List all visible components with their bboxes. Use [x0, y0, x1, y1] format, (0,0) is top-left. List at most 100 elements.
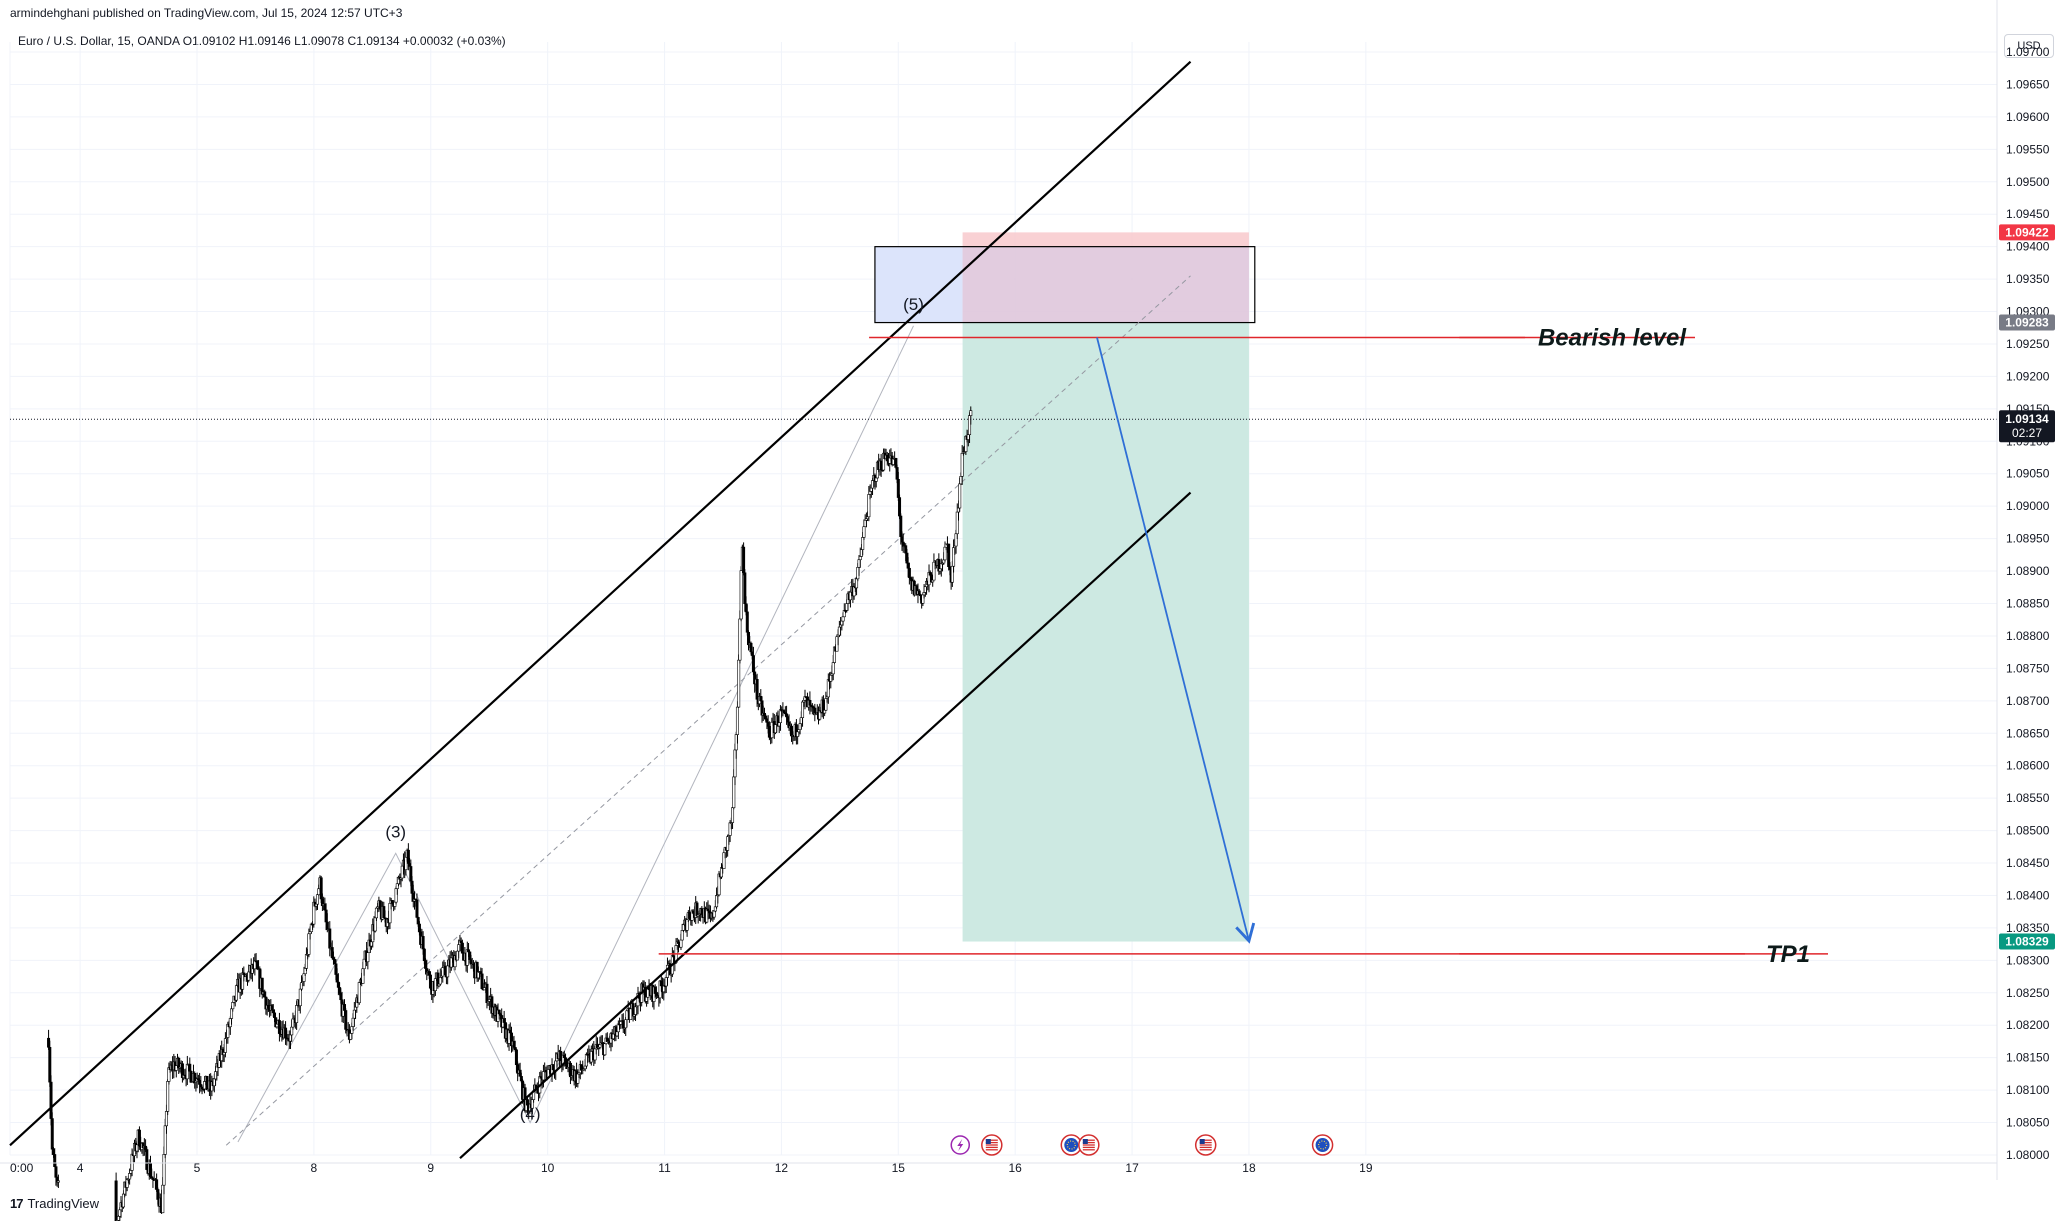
- candle-body: [446, 965, 450, 978]
- price-tag-label: 1.09283: [2005, 316, 2049, 330]
- eu-flag-disc: [1315, 1138, 1330, 1152]
- y-tick-label: 1.09700: [2006, 45, 2050, 59]
- last-price-value: 1.09134: [2005, 412, 2049, 426]
- y-tick-label: 1.08500: [2006, 824, 2050, 838]
- candle-body: [56, 1180, 60, 1183]
- y-tick-label: 1.08750: [2006, 661, 2050, 675]
- x-tick-label: 17: [1125, 1161, 1139, 1175]
- candle-body: [831, 662, 835, 675]
- candle-body: [742, 546, 746, 574]
- candle-body: [898, 497, 902, 517]
- channel-midline: [225, 275, 1191, 1146]
- candle-body: [737, 659, 741, 708]
- candle-body: [907, 567, 911, 578]
- candle-body: [189, 1070, 193, 1083]
- y-tick-label: 1.09600: [2006, 110, 2050, 124]
- y-tick-label: 1.08100: [2006, 1083, 2050, 1097]
- candle-body: [344, 1010, 348, 1030]
- auxiliary-lines: [225, 275, 1191, 1146]
- candle-body: [357, 982, 361, 1004]
- y-tick-label: 1.08800: [2006, 629, 2050, 643]
- y-tick-label: 1.08850: [2006, 597, 2050, 611]
- candle-body: [50, 1118, 54, 1150]
- channel-line-lower: [459, 491, 1192, 1160]
- x-tick-label: 10: [541, 1161, 555, 1175]
- price-tag-label: 1.08329: [2005, 935, 2049, 949]
- candle-body: [960, 452, 964, 477]
- x-tick-label: 11: [658, 1161, 671, 1175]
- candle-body: [813, 707, 817, 713]
- take-profit-zone: [962, 322, 1249, 942]
- price-tag-target: [1999, 933, 2055, 950]
- price-tag-label: 1.09422: [2005, 225, 2049, 239]
- us-flag-event-icon[interactable]: [1194, 1134, 1217, 1156]
- flag-canton: [1199, 1139, 1205, 1144]
- candle-countdown: 02:27: [2012, 426, 2042, 440]
- y-tick-label: 1.09200: [2006, 369, 2050, 383]
- candle-body: [325, 921, 329, 930]
- y-tick-label: 1.09350: [2006, 272, 2050, 286]
- candle-body: [298, 988, 302, 1007]
- lightning-event-icon[interactable]: [950, 1135, 971, 1155]
- y-tick-label: 1.08000: [2006, 1148, 2050, 1162]
- candle-body: [969, 410, 973, 416]
- supply-box-overlap: [962, 246, 1249, 323]
- candle-body: [629, 1008, 633, 1020]
- candle-body: [874, 477, 878, 482]
- y-tick-label: 1.08550: [2006, 791, 2050, 805]
- candles: [47, 406, 973, 1221]
- y-tick-label: 1.09400: [2006, 240, 2050, 254]
- candle-body: [745, 611, 749, 633]
- publisher-line: armindehghani published on TradingView.c…: [10, 6, 403, 20]
- y-tick-label: 1.08900: [2006, 564, 2050, 578]
- y-tick-label: 1.08200: [2006, 1018, 2050, 1032]
- candle-body: [421, 936, 425, 950]
- eu-flag-event-icon[interactable]: [1311, 1134, 1334, 1156]
- candle-body: [688, 912, 692, 919]
- candle-body: [738, 618, 742, 661]
- candle-body: [273, 1012, 277, 1018]
- candle-body: [162, 1154, 166, 1186]
- candle-body: [166, 1081, 170, 1112]
- event-icons[interactable]: [950, 1134, 1334, 1156]
- candle-body: [415, 899, 419, 918]
- x-tick-label: 5: [194, 1161, 201, 1175]
- candle-body: [234, 985, 238, 1001]
- currency-button[interactable]: USD: [2004, 34, 2054, 58]
- candle-body: [603, 1043, 607, 1056]
- candle-body: [735, 706, 739, 735]
- candle-body: [460, 942, 464, 954]
- y-tick-label: 1.08050: [2006, 1116, 2050, 1130]
- bearish-level-label: Bearish level: [1538, 324, 1687, 351]
- candle-body: [841, 616, 845, 622]
- chart-text: (3) (4) (5) Bearish level TP1: [385, 295, 1810, 1124]
- wave-label: (5): [903, 295, 924, 314]
- x-tick-label: 0:00: [10, 1161, 34, 1175]
- candle-body: [755, 679, 759, 700]
- position-zones[interactable]: [874, 232, 1256, 942]
- us-flag-event-icon[interactable]: [981, 1134, 1003, 1156]
- drawing-lines[interactable]: [9, 60, 1997, 1160]
- tradingview-mark-icon: 17: [10, 1196, 24, 1211]
- y-tick-label: 1.08600: [2006, 759, 2050, 773]
- stop-loss-zone: [962, 232, 1249, 323]
- y-tick-label: 1.09650: [2006, 77, 2050, 91]
- candle-body: [862, 526, 866, 538]
- price-tag-stop: [1999, 224, 2055, 241]
- projection-arrow: [1096, 337, 1256, 944]
- candle-body: [679, 939, 683, 948]
- y-tick-label: 1.08250: [2006, 986, 2050, 1000]
- flag-canton: [985, 1139, 991, 1144]
- us-flag-event-icon[interactable]: [1078, 1134, 1100, 1156]
- tradingview-logo[interactable]: 17 TradingView: [10, 1196, 99, 1211]
- y-tick-label: 1.09500: [2006, 175, 2050, 189]
- candle-body: [541, 1071, 545, 1081]
- x-tick-label: 19: [1359, 1161, 1373, 1175]
- candle-body: [366, 952, 370, 963]
- symbol-ohlc-line[interactable]: Euro / U.S. Dollar, 15, OANDA O1.09102 H…: [18, 34, 506, 48]
- y-tick-label: 1.08450: [2006, 856, 2050, 870]
- bolt-glyph: [957, 1139, 964, 1151]
- y-tick-label: 1.08350: [2006, 921, 2050, 935]
- y-tick-label: 1.08950: [2006, 532, 2050, 546]
